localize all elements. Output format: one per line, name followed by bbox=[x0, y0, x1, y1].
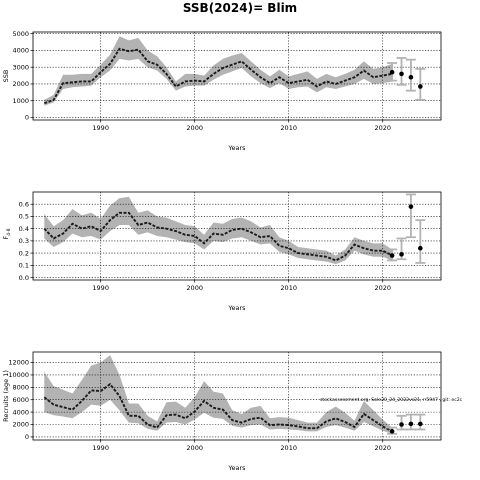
recruits-y-tick-label: 8000 bbox=[12, 384, 29, 392]
fbar-x-label: Years bbox=[227, 304, 246, 312]
recruits-confidence-band bbox=[44, 355, 393, 434]
panel-fbar: Years F4-8 1990 2000 2010 2020 0.0 0.1 0.2 0.3 0… bbox=[2, 191, 442, 312]
recruits-forecast-point bbox=[399, 422, 404, 427]
ssb-y-tick-label: 2000 bbox=[12, 80, 29, 88]
fbar-x-tick-label: 2000 bbox=[186, 284, 203, 292]
ssb-x-tick-label: 2020 bbox=[374, 124, 391, 132]
fbar-y-tick-label: 0.3 bbox=[19, 237, 29, 245]
ssb-forecast-point bbox=[408, 74, 414, 80]
recruits-y-tick-label: 0 bbox=[25, 433, 29, 441]
fbar-plot-frame bbox=[32, 191, 442, 281]
panel-ssb: Years SSB 1990 2000 2010 2020 0 1000 2000 3000 4… bbox=[2, 30, 442, 152]
fbar-forecast-point bbox=[408, 204, 414, 209]
ssb-forecast-point bbox=[389, 69, 395, 75]
fbar-y-tick-label: 0.0 bbox=[19, 274, 29, 282]
ssb-estimate-line bbox=[43, 47, 393, 105]
recruits-y-tick-label: 10000 bbox=[8, 371, 29, 379]
recruits-forecast-point bbox=[389, 429, 395, 434]
recruits-y-tick-label: 12000 bbox=[8, 359, 29, 367]
recruits-plot-frame bbox=[32, 351, 442, 441]
fbar-y-tick-label: 0.2 bbox=[19, 249, 29, 257]
fbar-forecast-point bbox=[399, 252, 404, 257]
recruits-x-tick-label: 2000 bbox=[186, 444, 203, 452]
fbar-y-tick-label: 0.6 bbox=[19, 200, 29, 208]
ssb-y-tick-label: 5000 bbox=[12, 30, 29, 38]
ssb-x-tick-label: 2010 bbox=[280, 124, 297, 132]
fbar-x-tick-label: 2020 bbox=[374, 284, 391, 292]
ssb-y-label: SSB bbox=[2, 70, 10, 83]
recruits-estimate-line bbox=[43, 382, 393, 433]
fbar-x-tick-label: 2010 bbox=[280, 284, 297, 292]
recruits-forecast-point bbox=[408, 421, 414, 427]
recruits-y-tick-label: 6000 bbox=[12, 396, 29, 404]
ssb-forecast-point bbox=[418, 84, 423, 89]
ssb-plot-frame bbox=[32, 31, 442, 121]
recruits-y-label: Recruits (age 1) bbox=[2, 370, 10, 422]
recruits-x-tick-label: 2010 bbox=[280, 444, 297, 452]
ssb-y-tick-label: 0 bbox=[25, 114, 29, 122]
ssb-x-tick-label: 1990 bbox=[92, 124, 109, 132]
recruits-x-label: Years bbox=[227, 464, 246, 472]
fbar-y-tick-label: 0.4 bbox=[19, 225, 29, 233]
figure-title: SSB(2024)= Blim bbox=[183, 1, 297, 15]
ssb-y-tick-label: 4000 bbox=[12, 47, 29, 55]
fbar-forecast-point bbox=[418, 245, 423, 251]
recruits-x-tick-label: 2020 bbox=[374, 444, 391, 452]
fbar-y-label-sub: 4-8 bbox=[6, 228, 12, 235]
fbar-x-tick-label: 1990 bbox=[92, 284, 109, 292]
recruits-y-tick-label: 2000 bbox=[12, 421, 29, 429]
ssb-x-tick-label: 2000 bbox=[186, 124, 203, 132]
fbar-forecast-point bbox=[389, 253, 395, 258]
panel-recruits: Years Recruits (age 1) stockassessment.o… bbox=[2, 351, 463, 472]
recruits-x-tick-label: 1990 bbox=[92, 444, 109, 452]
ssb-y-tick-label: 3000 bbox=[12, 63, 29, 71]
fbar-y-tick-label: 0.1 bbox=[19, 262, 29, 270]
fbar-y-label-main: F bbox=[2, 236, 10, 240]
fbar-confidence-band bbox=[44, 196, 393, 265]
recruits-forecast-point bbox=[418, 421, 423, 427]
ssb-y-tick-label: 1000 bbox=[12, 97, 29, 105]
fbar-y-label: F4-8 bbox=[2, 228, 12, 239]
ssb-forecast-point bbox=[399, 71, 404, 77]
fbar-y-tick-label: 0.5 bbox=[19, 213, 29, 221]
recruits-y-tick-label: 4000 bbox=[12, 408, 29, 416]
fbar-estimate-line bbox=[43, 211, 393, 262]
ssb-x-label: Years bbox=[227, 144, 246, 152]
run-annotation: stockassessment.org, Sole20_24_2022vs21,… bbox=[320, 397, 463, 403]
